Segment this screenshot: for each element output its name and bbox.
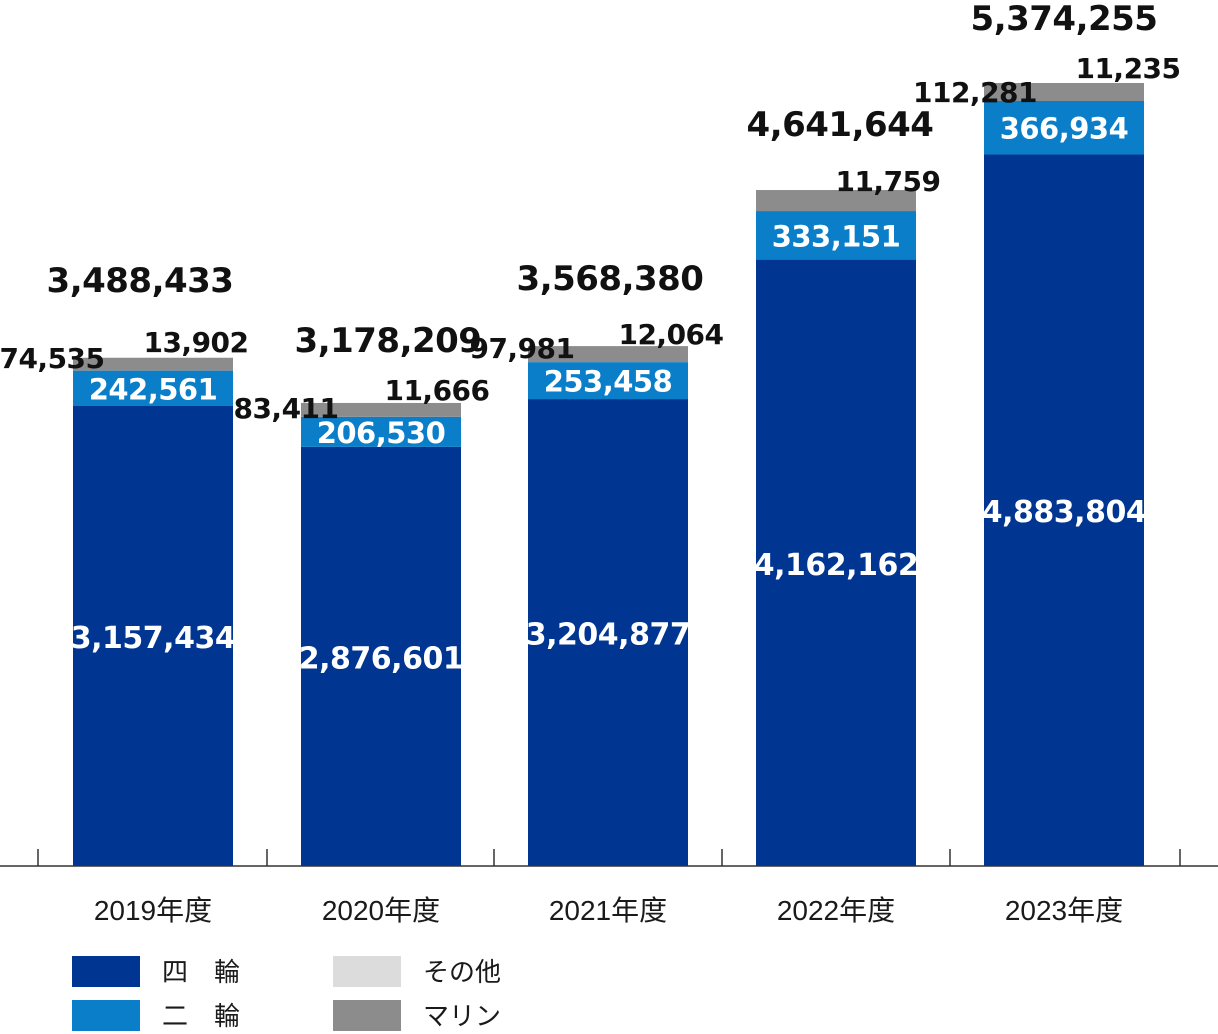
- label-four-wheel: 3,157,434: [71, 621, 235, 656]
- bar-two-wheel: [984, 100, 1144, 155]
- legend-label: マリン: [423, 1001, 501, 1031]
- bar-two-wheel: [528, 362, 688, 400]
- x-tick-label: 2021年度: [549, 895, 667, 926]
- bar-four-wheel: [984, 154, 1144, 867]
- x-tick-label: 2019年度: [94, 895, 212, 926]
- label-two-wheel: 242,561: [89, 372, 218, 406]
- label-two-wheel: 253,458: [544, 365, 673, 399]
- label-four-wheel: 4,883,804: [982, 495, 1146, 530]
- label-total: 4,641,644: [747, 105, 934, 145]
- bar-other-marine: [73, 357, 233, 371]
- label-marine: 11,759: [835, 165, 940, 198]
- label-marine: 11,666: [384, 374, 489, 407]
- legend-swatch: [333, 1000, 401, 1031]
- legend-label: 二 輪: [162, 1001, 240, 1031]
- label-two-wheel: 206,530: [317, 416, 446, 450]
- x-tick-label: 2023年度: [1005, 895, 1123, 926]
- bar-other-marine: [528, 346, 688, 363]
- bar-other-marine: [301, 402, 461, 417]
- label-other: 97,981: [469, 332, 574, 365]
- label-marine: 13,902: [143, 326, 248, 359]
- bar-four-wheel: [73, 405, 233, 866]
- x-tick-label: 2020年度: [322, 895, 440, 926]
- label-marine: 11,235: [1075, 52, 1180, 85]
- legend-label: その他: [423, 957, 501, 987]
- label-total: 3,178,209: [295, 321, 482, 361]
- label-total: 3,488,433: [47, 261, 234, 301]
- label-two-wheel: 333,151: [772, 219, 901, 253]
- label-total: 5,374,255: [971, 0, 1158, 39]
- bar-four-wheel: [756, 259, 916, 866]
- bar-four-wheel: [528, 399, 688, 866]
- bar-two-wheel: [73, 370, 233, 406]
- x-axis: 2019年度 2020年度 2021年度 2022年度 2023年度: [0, 849, 1218, 926]
- bar-two-wheel: [756, 211, 916, 260]
- label-two-wheel: 366,934: [1000, 112, 1129, 146]
- label-total: 3,568,380: [517, 259, 704, 299]
- bar-four-wheel: [301, 446, 461, 866]
- label-other: 112,281: [913, 76, 1037, 109]
- label-four-wheel: 2,876,601: [299, 641, 463, 676]
- bar-other-marine: [756, 190, 916, 212]
- legend-swatch: [333, 956, 401, 987]
- legend-label: 四 輪: [162, 957, 240, 987]
- bar-two-wheel: [301, 416, 461, 447]
- label-four-wheel: 3,204,877: [526, 618, 690, 653]
- legend-swatch: [72, 956, 140, 987]
- label-four-wheel: 4,162,162: [754, 548, 918, 583]
- bars-layer: [73, 83, 1144, 867]
- label-other: 74,535: [0, 342, 105, 375]
- bar-other-marine: [984, 83, 1144, 101]
- legend-swatch: [72, 1000, 140, 1031]
- label-marine: 12,064: [618, 318, 723, 351]
- x-tick-label: 2022年度: [777, 895, 895, 926]
- label-other: 83,411: [233, 392, 338, 425]
